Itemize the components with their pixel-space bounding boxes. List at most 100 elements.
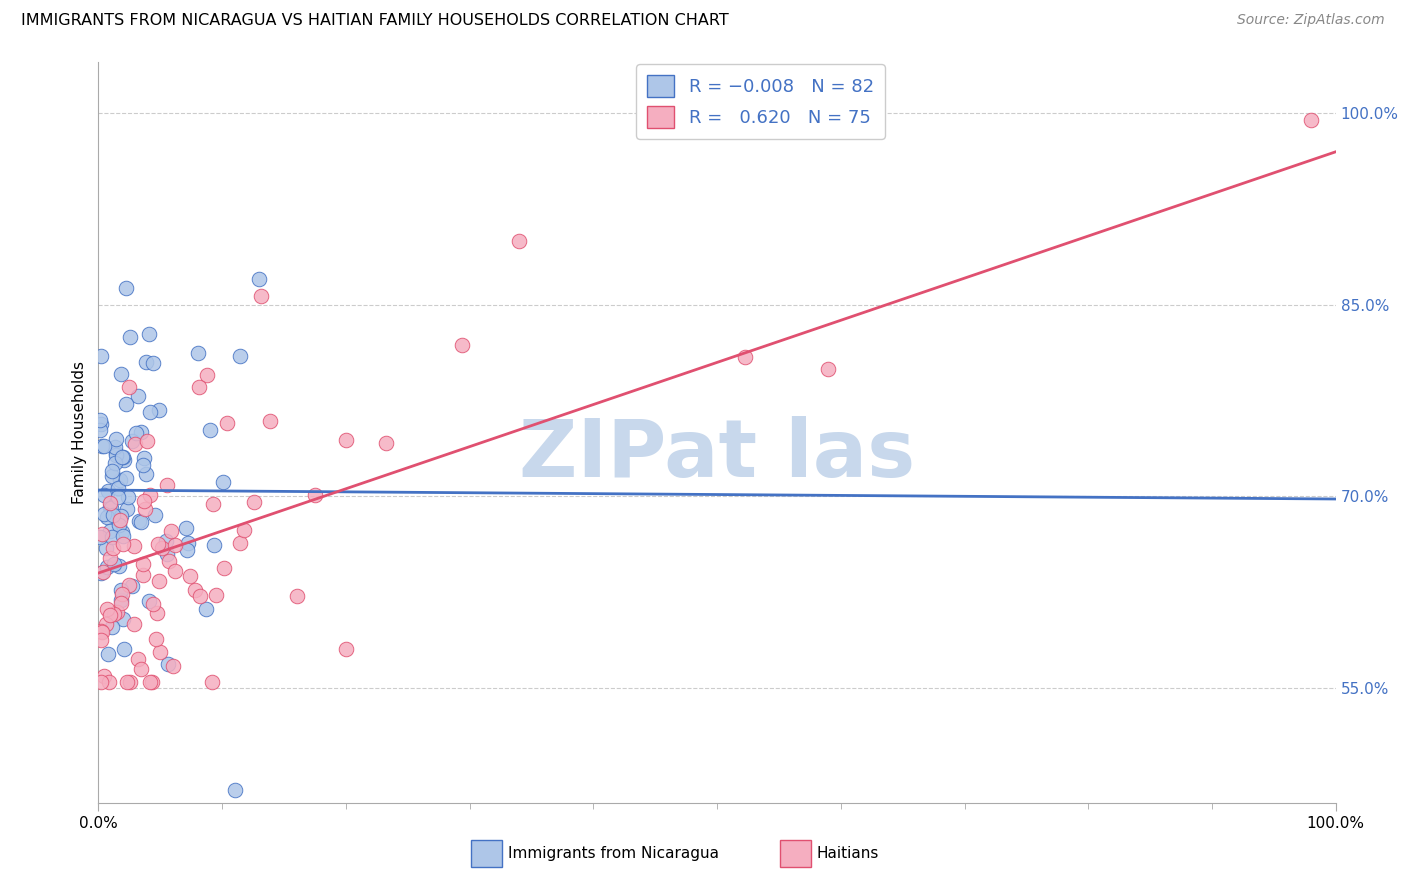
Point: [187, 346, 209, 360]
Point: [135, 354, 157, 368]
Point: [111, 525, 134, 540]
Point: [108, 558, 131, 573]
Point: [132, 568, 155, 582]
Point: [115, 502, 138, 516]
Point: [104, 433, 127, 447]
Point: [138, 326, 160, 341]
Point: [98, 607, 121, 622]
Point: [93, 439, 115, 453]
Point: [156, 477, 179, 491]
Point: [98, 550, 121, 565]
Point: [110, 583, 132, 598]
Bar: [471, 840, 502, 867]
Point: [242, 495, 264, 509]
Point: [110, 367, 132, 381]
Point: [163, 539, 186, 553]
Point: [160, 524, 183, 538]
Point: [100, 524, 122, 538]
Point: [229, 536, 252, 550]
Point: [127, 651, 149, 665]
Point: [201, 497, 224, 511]
Point: [112, 453, 135, 467]
Point: [112, 529, 135, 543]
Point: [111, 587, 134, 601]
Point: [247, 272, 270, 286]
Text: Immigrants from Nicaragua: Immigrants from Nicaragua: [508, 847, 718, 861]
Point: [93, 668, 115, 682]
Point: [96, 509, 118, 524]
Point: [90, 417, 112, 432]
Point: [156, 547, 179, 561]
Point: [143, 508, 166, 523]
Point: [127, 389, 149, 403]
Point: [96, 617, 118, 632]
Point: [224, 783, 246, 797]
Point: [97, 647, 120, 661]
Point: [138, 674, 160, 689]
Point: [97, 484, 120, 499]
Point: [141, 674, 163, 689]
Point: [734, 350, 756, 364]
Point: [90, 674, 112, 689]
Point: [163, 564, 186, 578]
Point: [105, 446, 128, 460]
Point: [101, 508, 124, 523]
Point: [195, 602, 218, 616]
Point: [136, 434, 159, 449]
Point: [145, 632, 167, 647]
Point: [90, 566, 112, 580]
Point: [1299, 112, 1322, 127]
Point: [89, 423, 111, 437]
Point: [101, 541, 124, 555]
Point: [188, 380, 211, 394]
Point: [125, 426, 148, 441]
Point: [162, 659, 184, 673]
Point: [205, 588, 228, 602]
Point: [98, 496, 121, 510]
Point: [107, 518, 129, 533]
Point: [115, 281, 138, 295]
Point: [112, 537, 135, 551]
Point: [91, 527, 114, 541]
Point: [97, 674, 120, 689]
Point: [157, 657, 180, 672]
Point: [115, 471, 138, 485]
Point: [134, 494, 156, 508]
Point: [146, 536, 169, 550]
Point: [135, 467, 157, 481]
Point: [134, 450, 156, 465]
Point: [451, 337, 474, 351]
Point: [93, 508, 115, 522]
Point: [157, 554, 180, 568]
Text: IMMIGRANTS FROM NICARAGUA VS HAITIAN FAMILY HOUSEHOLDS CORRELATION CHART: IMMIGRANTS FROM NICARAGUA VS HAITIAN FAM…: [21, 13, 728, 29]
Point: [104, 448, 127, 462]
Point: [91, 439, 114, 453]
Point: [335, 433, 357, 447]
Point: [134, 502, 156, 516]
Point: [105, 605, 128, 619]
Point: [110, 508, 132, 523]
Point: [202, 538, 225, 552]
Point: [128, 514, 150, 528]
Point: [138, 594, 160, 608]
Point: [112, 642, 135, 657]
Point: [120, 674, 142, 689]
Point: [148, 403, 170, 417]
Point: [94, 541, 117, 555]
Point: [103, 456, 125, 470]
Point: [817, 361, 839, 376]
Point: [112, 450, 135, 464]
Point: [101, 469, 124, 483]
Point: [139, 405, 162, 419]
Point: [149, 645, 172, 659]
Legend: R = −0.008   N = 82, R =   0.620   N = 75: R = −0.008 N = 82, R = 0.620 N = 75: [636, 64, 884, 139]
Point: [100, 620, 122, 634]
Point: [108, 513, 131, 527]
Point: [93, 488, 115, 502]
Point: [285, 589, 308, 603]
Point: [146, 606, 169, 620]
Point: [508, 234, 530, 248]
Point: [211, 475, 233, 490]
Point: [198, 423, 221, 437]
Point: [176, 543, 198, 558]
